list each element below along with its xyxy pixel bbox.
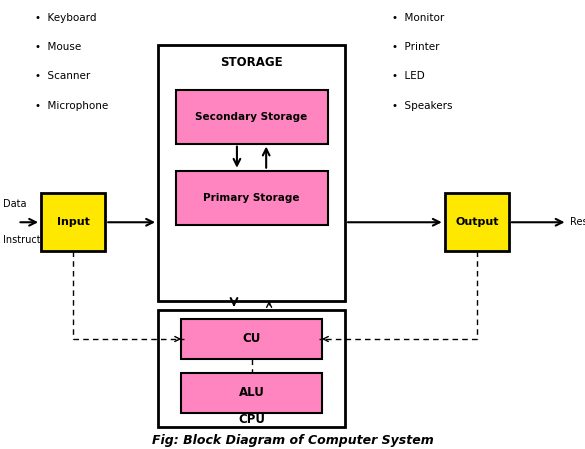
Text: •  Scanner: • Scanner bbox=[35, 71, 90, 81]
Text: Fig: Block Diagram of Computer System: Fig: Block Diagram of Computer System bbox=[152, 434, 433, 447]
Text: Output: Output bbox=[455, 217, 498, 227]
Text: •  Mouse: • Mouse bbox=[35, 42, 81, 52]
FancyBboxPatch shape bbox=[181, 373, 322, 413]
FancyBboxPatch shape bbox=[176, 90, 328, 144]
Text: Results: Results bbox=[570, 217, 585, 227]
Text: •  Microphone: • Microphone bbox=[35, 101, 108, 110]
Text: Input: Input bbox=[57, 217, 90, 227]
Text: CU: CU bbox=[242, 333, 261, 345]
Text: •  Printer: • Printer bbox=[392, 42, 439, 52]
Text: Instructions: Instructions bbox=[3, 235, 61, 245]
FancyBboxPatch shape bbox=[176, 171, 328, 224]
Text: STORAGE: STORAGE bbox=[220, 57, 283, 69]
FancyBboxPatch shape bbox=[158, 45, 345, 301]
FancyBboxPatch shape bbox=[41, 193, 105, 251]
FancyBboxPatch shape bbox=[445, 193, 509, 251]
Text: Data: Data bbox=[3, 199, 26, 209]
Text: CPU: CPU bbox=[238, 414, 265, 426]
Text: •  LED: • LED bbox=[392, 71, 425, 81]
Text: ALU: ALU bbox=[239, 387, 264, 399]
FancyBboxPatch shape bbox=[158, 310, 345, 427]
Text: •  Monitor: • Monitor bbox=[392, 13, 444, 23]
FancyBboxPatch shape bbox=[181, 319, 322, 359]
Text: •  Keyboard: • Keyboard bbox=[35, 13, 97, 23]
Text: •  Speakers: • Speakers bbox=[392, 101, 452, 110]
Text: Secondary Storage: Secondary Storage bbox=[195, 112, 308, 122]
Text: Primary Storage: Primary Storage bbox=[204, 193, 300, 202]
